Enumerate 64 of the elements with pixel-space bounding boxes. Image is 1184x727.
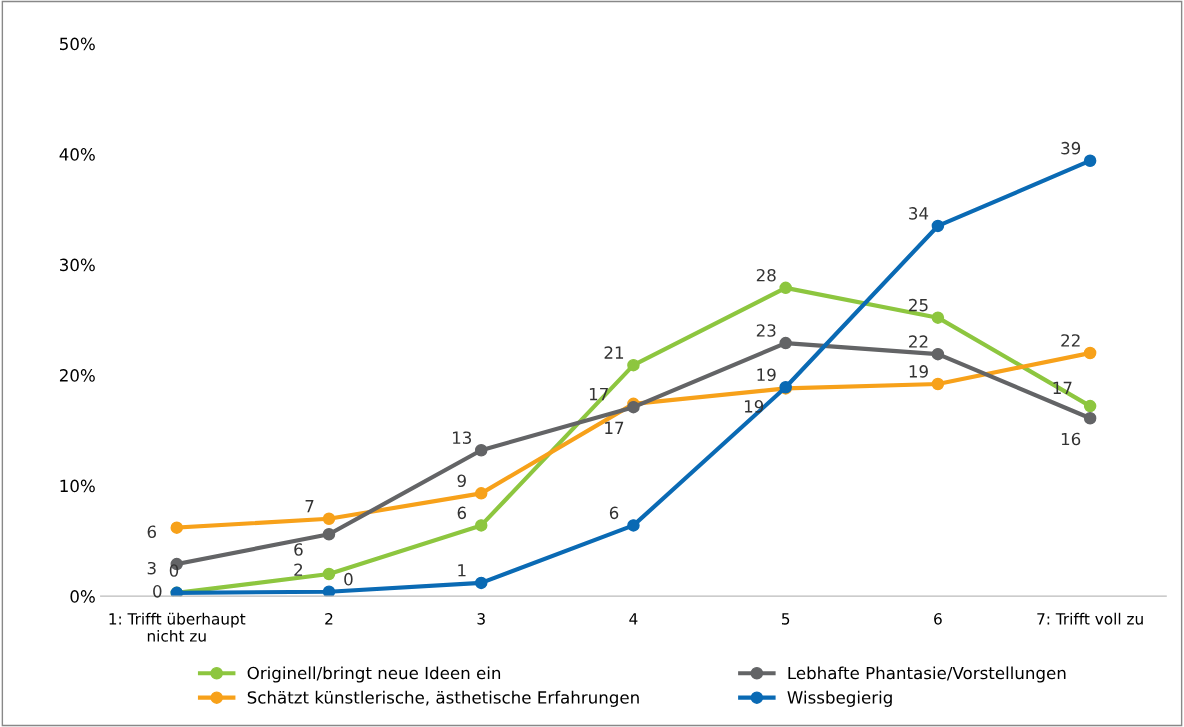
data-label: 21 bbox=[604, 346, 624, 359]
y-tick-label: 10% bbox=[60, 479, 95, 493]
legend-label: Wissbegierig bbox=[787, 690, 892, 707]
data-label: 28 bbox=[756, 268, 776, 282]
point bbox=[322, 585, 336, 597]
data-label: 7 bbox=[305, 500, 314, 513]
legend-label: Originell/bringt neue Ideen ein bbox=[247, 666, 501, 683]
point bbox=[931, 347, 945, 361]
data-label: 22 bbox=[909, 335, 928, 348]
point bbox=[1083, 154, 1097, 168]
point bbox=[474, 487, 488, 500]
point bbox=[627, 358, 640, 372]
point bbox=[627, 519, 640, 532]
data-label: 2 bbox=[294, 563, 303, 576]
data-label: 25 bbox=[909, 298, 928, 312]
point bbox=[322, 567, 336, 581]
data-label: 6 bbox=[457, 506, 467, 520]
point bbox=[779, 336, 792, 350]
point bbox=[1083, 346, 1097, 360]
data-label: 39 bbox=[1061, 141, 1081, 155]
data-label: 19 bbox=[909, 365, 928, 378]
point bbox=[474, 576, 488, 590]
point bbox=[474, 444, 488, 457]
data-label: 17 bbox=[605, 421, 624, 434]
data-label: 0 bbox=[169, 564, 179, 577]
x-tick-label: 3 bbox=[477, 613, 485, 625]
data-label: 0 bbox=[153, 585, 162, 598]
x-tick-label: 1: Trifft überhaupt nicht zu bbox=[109, 612, 246, 642]
data-label: 13 bbox=[452, 431, 472, 444]
data-label: 16 bbox=[1061, 432, 1081, 446]
x-tick-label: 5 bbox=[781, 613, 790, 625]
data-label: 6 bbox=[294, 543, 303, 556]
data-label: 19 bbox=[744, 400, 764, 413]
point bbox=[931, 377, 945, 391]
point bbox=[779, 281, 792, 295]
legend-label: Lebhafte Phantasie/Vorstellungen bbox=[788, 666, 1066, 683]
data-label: 6 bbox=[147, 525, 157, 539]
data-label: 22 bbox=[1061, 334, 1080, 347]
point bbox=[1083, 411, 1097, 425]
legend-label: Schätzt künstlerische, ästhetische Erfahrungen bbox=[247, 690, 639, 707]
point bbox=[170, 521, 184, 534]
point bbox=[474, 519, 488, 532]
data-label: 19 bbox=[757, 368, 776, 382]
data-label: 23 bbox=[756, 324, 776, 337]
data-label: 1 bbox=[458, 564, 466, 577]
x-tick-label: 7: Trifft voll zu bbox=[1037, 612, 1143, 625]
data-label: 0 bbox=[344, 572, 353, 586]
data-label: 9 bbox=[457, 474, 466, 488]
y-tick-label: 40% bbox=[59, 148, 95, 161]
x-tick-label: 6 bbox=[934, 613, 942, 625]
y-tick-label: 50% bbox=[60, 37, 95, 51]
point bbox=[322, 528, 336, 541]
data-label: 3 bbox=[147, 561, 156, 575]
x-tick-label: 4 bbox=[629, 613, 638, 625]
point bbox=[931, 219, 945, 233]
y-tick-label: 20% bbox=[59, 369, 95, 382]
point bbox=[931, 311, 945, 324]
y-tick-label: 30% bbox=[60, 258, 95, 272]
point bbox=[322, 512, 336, 526]
x-tick-label: 2 bbox=[325, 613, 333, 625]
y-tick-label: 0% bbox=[70, 590, 95, 603]
data-label: 6 bbox=[609, 506, 619, 520]
point bbox=[1083, 399, 1097, 413]
data-label: 34 bbox=[909, 207, 929, 220]
